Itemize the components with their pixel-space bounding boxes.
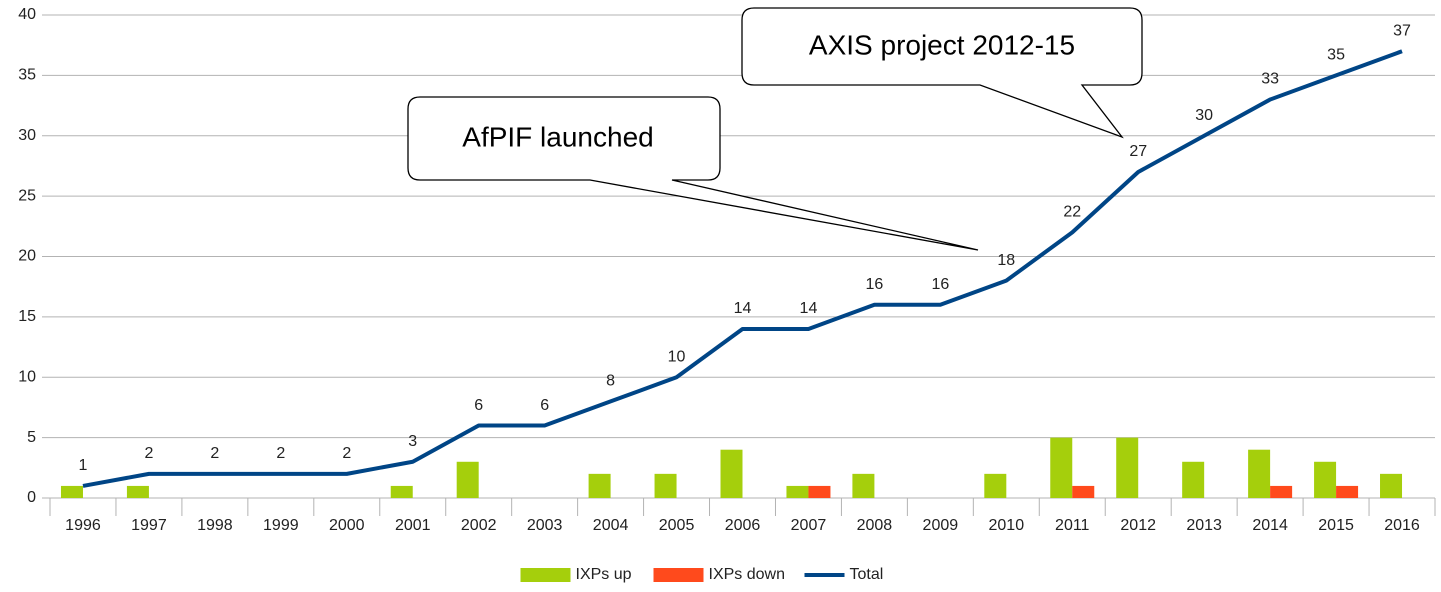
bar [60,485,83,498]
data-label: 2 [276,445,285,462]
data-label: 27 [1129,143,1147,160]
y-tick-label: 30 [18,127,36,144]
x-tick-label: 2014 [1252,517,1288,534]
bar [1072,485,1095,498]
y-tick-label: 0 [27,489,36,506]
bar [852,473,875,498]
x-tick-label: 2012 [1120,517,1156,534]
y-tick-label: 40 [18,6,36,23]
data-label: 6 [474,397,483,414]
annotation: AXIS project 2012-15 [809,29,1075,60]
data-label: 16 [931,276,949,293]
x-tick-label: 2007 [791,517,827,534]
legend-swatch [520,568,571,582]
legend-label: Total [850,566,884,583]
y-tick-label: 35 [18,67,36,84]
x-tick-label: 2008 [857,517,893,534]
bar [456,461,479,498]
bar [1050,437,1073,498]
x-tick-label: 2006 [725,517,761,534]
data-label: 37 [1393,22,1411,39]
bar [1270,485,1293,498]
data-label: 8 [606,373,615,390]
data-label: 6 [540,397,549,414]
line [82,49,1403,488]
plot-area: 0 5 10 15 20 25 30 35 40 1996 1997 1998 1999 2000 2001… [18,6,1436,583]
data-label: 16 [866,276,884,293]
y-tick-label: 10 [18,368,36,385]
x-tick-label: 2002 [461,517,497,534]
data-label: 14 [734,300,752,317]
x-tick-label: 2001 [395,517,431,534]
data-label: 33 [1261,71,1279,88]
y-tick-label: 15 [18,308,36,325]
data-label: 22 [1063,204,1081,221]
x-tick-label: 1996 [65,517,101,534]
bar [390,485,413,498]
x-tick-label: 2000 [329,517,365,534]
bar [1380,473,1403,498]
bar [1248,449,1271,498]
bar [588,473,611,498]
data-label: 2 [210,445,219,462]
y-tick-label: 5 [27,429,36,446]
bar [1314,461,1337,498]
bar [1116,437,1139,498]
data-label: 3 [408,433,417,450]
bar [126,485,149,498]
data-label: 2 [144,445,153,462]
x-tick-label: 1997 [131,517,167,534]
x-tick-label: 1998 [197,517,233,534]
x-tick-label: 1999 [263,517,299,534]
y-tick-label: 25 [18,187,36,204]
bar [654,473,677,498]
bar [786,485,809,498]
x-tick-label: 2015 [1318,517,1354,534]
data-label: 18 [997,252,1015,269]
x-tick-label: 2011 [1055,517,1090,534]
data-label: 30 [1195,107,1213,124]
x-tick-label: 2003 [527,517,563,534]
data-label: 2 [342,445,351,462]
x-tick-label: 2010 [989,517,1025,534]
y-tick-label: 20 [18,248,36,265]
x-tick-label: 2013 [1186,517,1222,534]
legend-swatch [653,568,704,582]
bar [720,449,743,498]
x-tick-label: 2016 [1384,517,1420,534]
callout-shape [741,7,1143,139]
callout-shape [407,96,979,251]
bar [1336,485,1359,498]
data-label: 14 [800,300,818,317]
legend-label: IXPs up [576,566,632,583]
x-tick-label: 2004 [593,517,629,534]
data-label: 35 [1327,47,1345,64]
bar [1182,461,1205,498]
bar [808,485,831,498]
data-label: 10 [668,348,686,365]
data-label: 1 [79,457,88,474]
annotation: AfPIF launched [462,121,653,152]
bar [984,473,1007,498]
legend-label: IXPs down [709,566,785,583]
x-tick-label: 2009 [923,517,959,534]
x-tick-label: 2005 [659,517,695,534]
